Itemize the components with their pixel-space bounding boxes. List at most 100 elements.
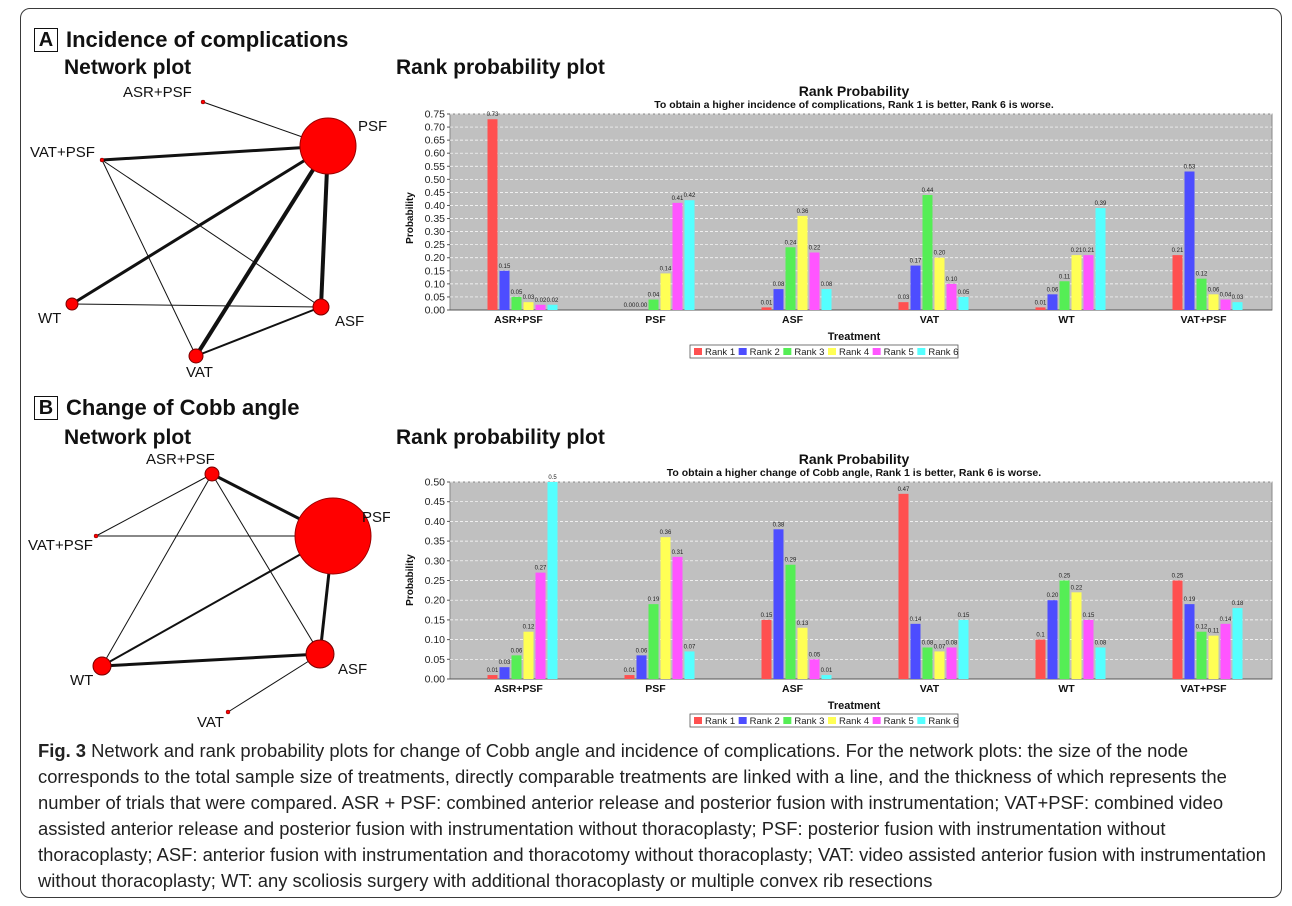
chart-b-bar <box>648 604 659 679</box>
panel-a-rank-title: Rank probability plot <box>396 56 605 79</box>
chart-a-bar <box>922 195 933 310</box>
chart-b-bar-label: 0.25 <box>1172 574 1184 580</box>
chart-b-bar-label: 0.15 <box>761 613 773 619</box>
chart-a-bar <box>1196 278 1207 310</box>
chart-b-title: Rank Probability <box>799 451 910 467</box>
chart-b-bar-label: 0.15 <box>1083 613 1095 619</box>
node-asr-psf <box>204 466 220 482</box>
chart-b-bar <box>1220 623 1231 679</box>
chart-b-bar <box>1232 608 1243 679</box>
chart-a-bar-label: 0.04 <box>1220 293 1232 299</box>
chart-a-xlabel: Treatment <box>828 331 881 343</box>
chart-a-bar <box>511 296 522 310</box>
panel-a-title: Incidence of complications <box>66 27 349 52</box>
chart-b-bar-label: 0.08 <box>1095 640 1107 646</box>
network-edge <box>71 144 329 306</box>
rank-probability-chart-a: Rank Probability To obtain a higher inci… <box>405 83 1273 359</box>
chart-b-bar-label: 0.27 <box>535 566 547 572</box>
chart-b-bar-label: 0.01 <box>821 668 833 674</box>
chart-a-bar-label: 0.03 <box>898 295 910 301</box>
node-label-psf: PSF <box>358 118 387 135</box>
panel-b-letter: B <box>34 396 58 420</box>
chart-b-ytick-label: 0.05 <box>425 654 446 666</box>
chart-b-legend <box>689 713 959 728</box>
chart-a-bar <box>535 304 546 310</box>
chart-b-bar <box>1047 600 1058 679</box>
chart-b-bar-label: 0.11 <box>1208 629 1220 635</box>
chart-b-ytick-label: 0.50 <box>425 477 446 489</box>
chart-b-bar <box>910 623 921 679</box>
chart-a-bar-label: 0.20 <box>934 251 946 257</box>
chart-a-bar-label: 0.06 <box>1047 287 1059 293</box>
chart-b-bar <box>1196 631 1207 679</box>
chart-a-bar-label: 0.03 <box>1232 295 1244 301</box>
chart-a-bar-label: 0.12 <box>1196 272 1208 278</box>
chart-b-bar <box>821 675 832 679</box>
chart-b-bar-label: 0.22 <box>1071 585 1083 591</box>
chart-b-legend-swatch <box>694 717 702 724</box>
chart-b-bar <box>809 659 820 679</box>
chart-a-ytick-label: 0.75 <box>425 109 446 121</box>
chart-b-bar <box>785 564 796 679</box>
chart-a-bar <box>1208 294 1219 310</box>
chart-a-title: Rank Probability <box>799 83 910 99</box>
chart-a-legend-swatch <box>872 348 881 355</box>
chart-a-bar <box>1071 255 1082 310</box>
chart-a-bar-label: 0.02 <box>547 298 559 304</box>
node-asr-psf <box>200 99 206 105</box>
chart-a-bar <box>672 202 683 310</box>
panel-b-network-title: Network plot <box>64 426 192 449</box>
node-label-vat: VAT <box>186 364 213 381</box>
chart-a-legend-swatch <box>738 348 747 355</box>
chart-a-legend-swatch <box>917 348 926 355</box>
chart-a-ylabel: Probability <box>405 192 416 244</box>
chart-b-legend-label: Rank 3 <box>794 716 824 727</box>
chart-a-bar <box>684 200 695 310</box>
chart-a-ytick-label: 0.30 <box>425 226 446 238</box>
chart-b-legend-label: Rank 4 <box>839 716 869 727</box>
chart-a-ytick-label: 0.45 <box>425 187 446 199</box>
chart-a-ytick-label: 0.05 <box>425 291 446 303</box>
node-vat-psf <box>99 157 105 163</box>
node-label-asr-psf: ASR+PSF <box>146 451 215 468</box>
chart-b-bar-label: 0.25 <box>1059 574 1071 580</box>
chart-a-bar-label: 0.14 <box>660 266 672 272</box>
chart-b-bar <box>547 482 558 679</box>
network-edge <box>101 159 322 308</box>
chart-b-bar <box>922 647 933 679</box>
chart-a-legend <box>689 344 959 359</box>
chart-a-ytick-label: 0.50 <box>425 174 446 186</box>
chart-b-bar-label: 0.31 <box>672 550 684 556</box>
network-edge <box>71 303 322 308</box>
network-edge <box>101 144 329 162</box>
chart-b-bar <box>958 619 969 679</box>
node-label-asf: ASF <box>338 661 367 678</box>
chart-a-bar-label: 0.00 <box>636 303 648 309</box>
chart-b-bar-label: 0.20 <box>1047 593 1059 599</box>
chart-a-bar <box>910 265 921 310</box>
chart-a-bar-label: 0.10 <box>946 277 958 283</box>
chart-b-bar <box>499 667 510 679</box>
chart-a-ytick-label: 0.20 <box>425 252 446 264</box>
chart-a-legend-label: Rank 6 <box>928 347 958 358</box>
chart-b-bar-label: 0.38 <box>773 522 785 528</box>
network-plot-a: ASR+PSF PSF VAT+PSF WT ASF VAT <box>30 84 387 381</box>
chart-a-bar-label: 0.22 <box>809 246 821 252</box>
chart-a-bar <box>797 215 808 310</box>
chart-b-bar <box>797 627 808 679</box>
chart-a-bar-label: 0.02 <box>535 298 547 304</box>
chart-b-category-label: ASR+PSF <box>494 683 543 695</box>
chart-a-ytick-label: 0.35 <box>425 213 446 225</box>
node-vat <box>225 709 231 715</box>
chart-a-bar-label: 0.53 <box>1184 164 1196 170</box>
chart-b-ytick-label: 0.40 <box>425 516 446 528</box>
chart-b-category-label: ASF <box>782 683 804 695</box>
chart-a-legend-swatch <box>694 348 702 355</box>
chart-a-ytick-label: 0.60 <box>425 148 446 160</box>
chart-a-ytick-label: 0.25 <box>425 239 446 251</box>
node-wt <box>65 297 79 311</box>
chart-a-bar-label: 0.08 <box>773 282 785 288</box>
chart-a-bar-label: 0.73 <box>487 112 499 118</box>
chart-a-bar <box>1172 255 1183 310</box>
chart-a-bar <box>934 257 945 310</box>
